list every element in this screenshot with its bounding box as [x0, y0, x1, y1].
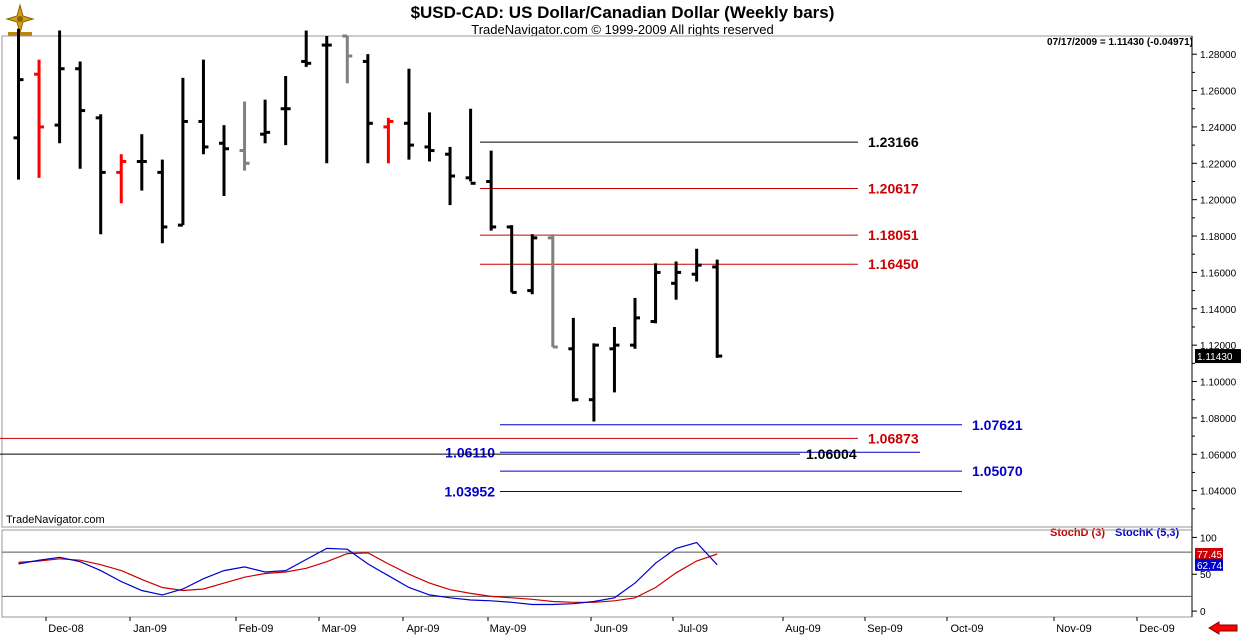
- ohlc-bar: [465, 108, 476, 185]
- month-label: May-09: [490, 623, 527, 635]
- month-label: Dec-09: [1139, 623, 1174, 635]
- fib-label: 1.20617: [868, 180, 919, 196]
- stochd-value-box: [1195, 547, 1223, 560]
- scroll-arrow-icon[interactable]: [1208, 621, 1238, 635]
- chart-frame: [1, 35, 1193, 618]
- ohlc-bar: [403, 68, 414, 160]
- price-panel-border: [1, 35, 1193, 528]
- fib-label: 1.05070: [972, 463, 1023, 479]
- ohlc-bar: [75, 61, 86, 169]
- stoch-panel-border: [1, 529, 1193, 618]
- price-tick-label: 1.12000: [1200, 341, 1237, 352]
- price-tick-label: 1.20000: [1200, 196, 1237, 207]
- price-tick-label: 1.04000: [1200, 487, 1237, 498]
- ohlc-bar: [547, 234, 558, 349]
- price-tick-label: 1.28000: [1200, 50, 1237, 61]
- fib-label: 1.07621: [972, 417, 1023, 433]
- stoch-tick-label: 100: [1200, 533, 1217, 544]
- ohlc-bar: [177, 77, 188, 227]
- ohlc-bar: [588, 343, 599, 422]
- price-readout: 07/17/2009 = 1.11430 (-0.04971): [1047, 37, 1193, 48]
- month-label: Aug-09: [785, 623, 820, 635]
- last-price-label: 1.11430: [1197, 352, 1233, 363]
- ohlc-bar: [383, 117, 394, 164]
- ohlc-bar: [34, 59, 45, 178]
- chart-subtitle: TradeNavigator.com © 1999-2009 All right…: [471, 22, 774, 37]
- ohlc-bar: [239, 101, 250, 171]
- price-tick-label: 1.22000: [1200, 159, 1237, 170]
- ohlc-bar: [219, 125, 229, 197]
- stoch-tick-label: 50: [1200, 570, 1212, 581]
- price-axis: 1.04000 1.06000 1.08000 1.10000 1.12000 1.140…: [1192, 50, 1241, 510]
- watermark-text: TradeNavigator.com: [6, 514, 105, 526]
- fib-label: 1.03952: [444, 484, 495, 500]
- ohlc-bar: [691, 248, 702, 282]
- month-label: Oct-09: [950, 623, 983, 635]
- fib-label: 1.23166: [868, 134, 919, 150]
- price-tick-label: 1.26000: [1200, 87, 1237, 98]
- stochk-value-label: 62.74: [1197, 561, 1222, 572]
- stochk-value-box: [1195, 558, 1223, 571]
- stoch-tick-label: 0: [1200, 607, 1206, 618]
- ohlc-bar: [712, 259, 723, 358]
- fib-label: 1.06873: [868, 430, 919, 446]
- price-tick-label: 1.18000: [1200, 232, 1237, 243]
- ohlc-bar: [157, 159, 168, 244]
- month-label: Jan-09: [133, 623, 167, 635]
- ohlc-bar: [136, 134, 147, 191]
- month-label: Nov-09: [1056, 623, 1091, 635]
- month-label: Jun-09: [594, 623, 628, 635]
- fib-levels: 1.23166 1.20617 1.18051 1.16450 1.07621 1.068…: [0, 134, 1023, 500]
- stochd-value-label: 77.45: [1197, 550, 1222, 561]
- ohlc-bar: [13, 28, 24, 180]
- month-label: Dec-08: [48, 623, 83, 635]
- ohlc-bar: [362, 54, 373, 164]
- ohlc-bar: [424, 112, 435, 162]
- stochd-line: [18, 552, 718, 603]
- price-tick-label: 1.24000: [1200, 123, 1237, 134]
- ohlc-bar: [630, 297, 640, 349]
- date-axis: Dec-08 Jan-09 Feb-09 Mar-09 Apr-09 May-09 Jun-…: [45, 617, 1175, 635]
- ohlc-bar: [301, 30, 312, 67]
- month-label: Mar-09: [322, 623, 357, 635]
- price-tick-label: 1.10000: [1200, 378, 1237, 389]
- ohlc-bar: [54, 30, 65, 144]
- ohlc-bar: [527, 234, 538, 295]
- month-label: Jul-09: [678, 623, 708, 635]
- ohlc-bar: [260, 99, 271, 144]
- ohlc-bar: [321, 36, 332, 164]
- ohlc-bar: [506, 225, 517, 294]
- month-label: Sep-09: [867, 623, 902, 635]
- ohlc-bar: [609, 326, 620, 393]
- ohlc-bar: [568, 317, 579, 402]
- fib-label: 1.18051: [868, 227, 919, 243]
- price-tick-label: 1.14000: [1200, 305, 1237, 316]
- price-bars: [13, 28, 723, 422]
- last-price-box: [1195, 349, 1241, 364]
- ohlc-bar: [116, 154, 127, 204]
- ohlc-bar: [280, 76, 291, 146]
- ohlc-bar: [198, 59, 209, 155]
- stochk-line: [18, 541, 718, 606]
- chart-title: $USD-CAD: US Dollar/Canadian Dollar (Wee…: [410, 3, 835, 22]
- ohlc-bar: [650, 263, 661, 324]
- fib-label: 1.16450: [868, 256, 919, 272]
- ohlc-bar: [486, 150, 497, 231]
- fib-label: 1.06110: [445, 444, 495, 460]
- ohlc-bar: [342, 34, 353, 84]
- month-label: Apr-09: [406, 623, 439, 635]
- ohlc-bar: [671, 261, 682, 300]
- month-label: Feb-09: [239, 623, 274, 635]
- price-tick-label: 1.06000: [1200, 450, 1237, 461]
- fib-label: 1.06004: [806, 446, 857, 462]
- ohlc-bar: [95, 114, 106, 235]
- price-tick-label: 1.16000: [1200, 268, 1237, 279]
- price-tick-label: 1.08000: [1200, 414, 1237, 425]
- ohlc-bar: [445, 146, 456, 206]
